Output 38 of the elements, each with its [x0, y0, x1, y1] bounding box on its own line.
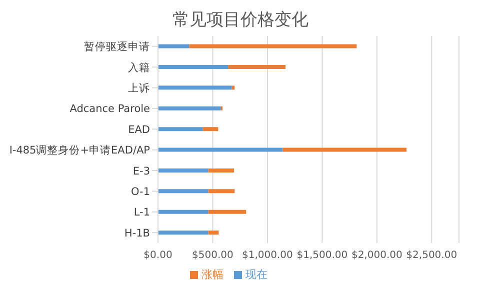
- bar: [158, 148, 283, 152]
- bar: [189, 44, 357, 48]
- x-tick-label: $2,500.00: [406, 250, 458, 262]
- bar: [232, 86, 235, 90]
- bar: [158, 168, 208, 172]
- bar: [282, 148, 406, 152]
- legend-label: 现在: [246, 268, 268, 281]
- legend-label: 涨幅: [202, 268, 224, 281]
- bar: [158, 127, 203, 132]
- bar: [158, 86, 232, 90]
- x-tick-label: $0.00: [144, 250, 172, 262]
- x-tick-label: $500.00: [192, 250, 234, 262]
- y-tick-label: 入籍: [128, 60, 150, 74]
- y-tick-label: E-3: [132, 165, 150, 178]
- y-tick-label: 上诉: [128, 81, 150, 94]
- bar: [228, 64, 286, 69]
- bar: [158, 230, 208, 235]
- x-tick-label: $2,000.00: [351, 250, 402, 262]
- y-tick-label: O-1: [130, 186, 150, 198]
- chart-title: 常见项目价格变化: [172, 9, 310, 32]
- y-tick-label: Adcance Parole: [70, 103, 150, 116]
- y-tick-label: I-485调整身份+申请EAD/AP: [9, 144, 150, 157]
- y-tick-label: H-1B: [124, 227, 150, 240]
- bar: [208, 168, 234, 172]
- bar: [158, 189, 208, 194]
- bar: [158, 44, 190, 48]
- x-tick-label: $1,000.00: [242, 250, 293, 262]
- bar: [202, 127, 218, 132]
- y-tick-label: EAD: [128, 124, 150, 136]
- y-tick-label: 暂停驱逐申请: [84, 40, 150, 54]
- bar: [158, 106, 221, 110]
- y-tick-label: L-1: [134, 206, 150, 219]
- bar: [158, 210, 208, 214]
- bar: [208, 230, 219, 235]
- bar: [208, 189, 235, 194]
- bar: [208, 210, 246, 214]
- x-tick-label: $1,500.00: [296, 250, 348, 262]
- bar: [158, 64, 228, 69]
